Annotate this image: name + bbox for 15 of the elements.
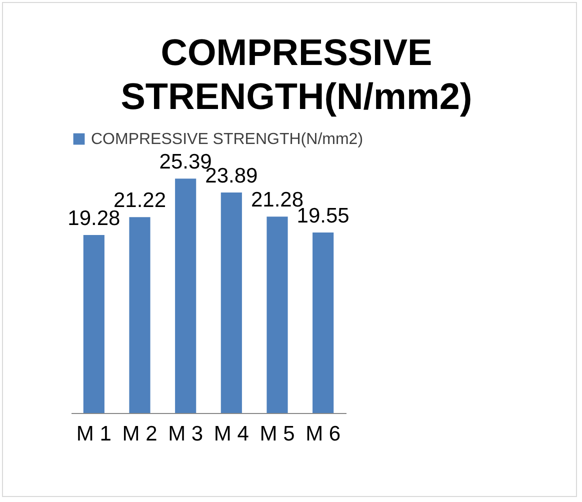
x-tick-label: M 1 <box>76 422 112 446</box>
x-tick-label: M 6 <box>306 422 341 446</box>
bar <box>266 216 288 413</box>
data-label: 19.28 <box>68 207 120 230</box>
x-tick-label: M 5 <box>260 422 295 446</box>
bar <box>83 235 104 413</box>
bar <box>312 232 334 413</box>
x-tick-label: M 4 <box>214 422 250 446</box>
legend-label: COMPRESSIVE STRENGTH(N/mm2) <box>91 131 364 148</box>
bar <box>129 217 150 413</box>
chart-title: COMPRESSIVE STRENGTH(N/mm2) <box>120 32 472 117</box>
bar <box>175 178 196 413</box>
bar <box>220 192 242 413</box>
x-tick-label: M 2 <box>122 422 158 446</box>
x-tick-label: M 3 <box>168 422 204 446</box>
